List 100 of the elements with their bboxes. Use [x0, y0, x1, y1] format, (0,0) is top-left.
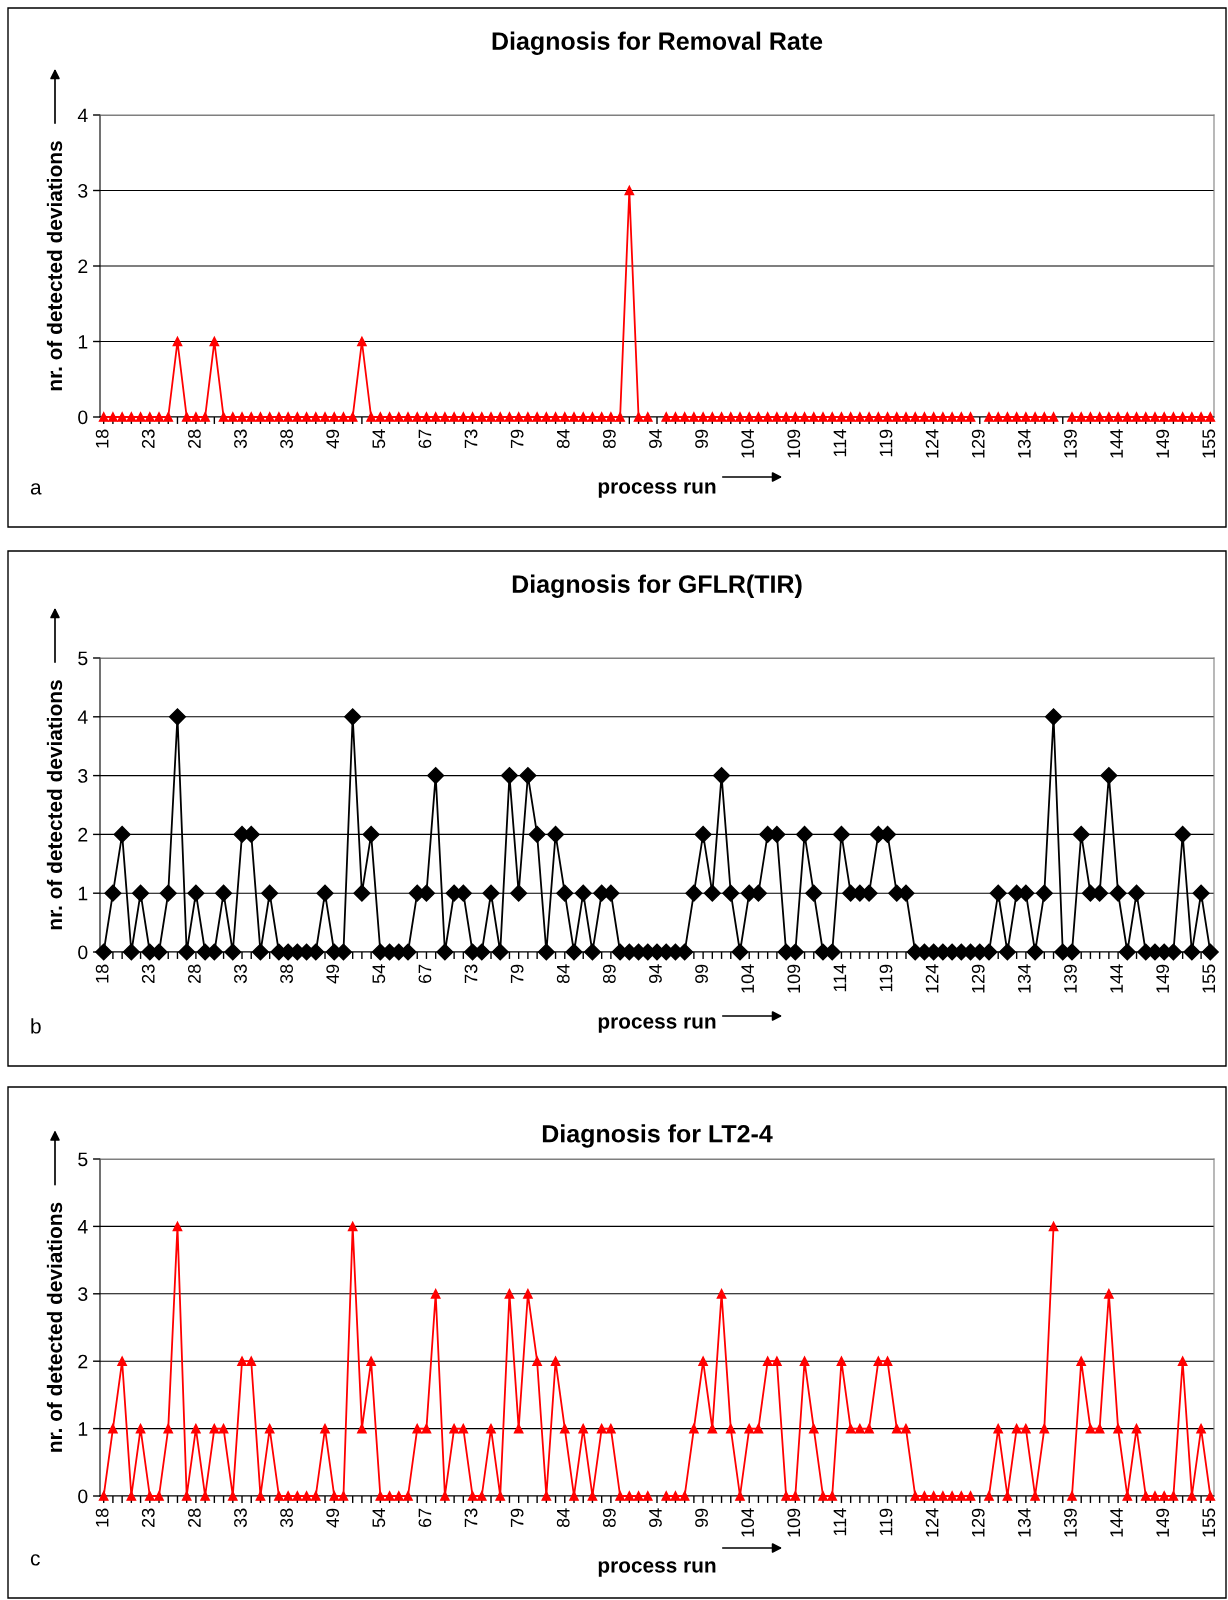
- x-tick-label: 104: [741, 964, 755, 993]
- x-tick-label: 28: [187, 964, 201, 983]
- x-tick-label: 23: [141, 1508, 155, 1527]
- x-tick-label: 38: [280, 429, 293, 449]
- x-tick-label: 94: [649, 1508, 662, 1528]
- y-axis-title: nr. of detected deviations: [46, 1202, 63, 1452]
- x-tick-label: 144: [1110, 964, 1123, 993]
- x-tick-label: 114: [833, 964, 847, 992]
- x-tick-label: 139: [1064, 964, 1077, 993]
- y-tick-label: 3: [78, 183, 88, 198]
- x-tick-label: 38: [280, 1508, 293, 1528]
- y-axis-title: nr. of detected deviations: [46, 680, 63, 930]
- x-tick-label: 79: [510, 429, 524, 448]
- x-tick-label: 155: [1202, 429, 1216, 458]
- y-tick-label: 1: [78, 1422, 88, 1436]
- x-tick-label: 23: [141, 429, 155, 448]
- x-tick-label: 155: [1202, 1508, 1216, 1537]
- x-tick-label: 94: [649, 964, 662, 984]
- y-axis-title: nr. of detected deviations: [46, 141, 63, 391]
- x-tick-label: 129: [971, 964, 985, 993]
- y-tick-label: 5: [78, 1152, 88, 1167]
- y-tick-label: 3: [78, 769, 88, 783]
- x-tick-label: 38: [280, 964, 293, 984]
- y-tick-label: 4: [77, 1220, 88, 1234]
- x-tick-label: 18: [95, 429, 109, 448]
- chart-title: Diagnosis for GFLR(TIR): [512, 574, 802, 599]
- text: a: [30, 483, 42, 495]
- x-tick-label: 49: [326, 429, 340, 449]
- y-tick-label: 0: [78, 1489, 88, 1504]
- x-tick-label: 119: [879, 1508, 893, 1536]
- x-tick-label: 33: [234, 429, 247, 449]
- y-tick-label: 2: [78, 1354, 88, 1369]
- x-tick-label: 119: [879, 429, 893, 457]
- x-tick-label: 109: [787, 429, 801, 458]
- x-tick-label: 28: [187, 429, 201, 448]
- chart-title: Diagnosis for Removal Rate: [492, 31, 823, 56]
- x-tick-label: 124: [925, 1508, 939, 1537]
- x-tick-label: 99: [695, 964, 708, 984]
- x-tick-label: 109: [787, 964, 801, 993]
- x-tick-label: 99: [695, 1508, 708, 1528]
- x-tick-label: 134: [1017, 429, 1031, 458]
- x-tick-label: 134: [1017, 964, 1031, 993]
- x-tick-label: 109: [787, 1508, 801, 1537]
- x-tick-label: 99: [695, 429, 708, 449]
- x-tick-label: 144: [1110, 429, 1123, 458]
- x-axis-title: process run: [598, 1017, 716, 1033]
- y-tick-label: 2: [78, 827, 88, 842]
- y-tick-label: 3: [78, 1287, 88, 1302]
- x-tick-label: 28: [187, 1508, 201, 1527]
- x-tick-label: 18: [95, 964, 109, 983]
- x-tick-label: 104: [741, 1508, 755, 1537]
- y-tick-label: 2: [78, 259, 88, 274]
- x-tick-label: 79: [510, 1508, 524, 1527]
- x-tick-label: 79: [510, 964, 524, 983]
- x-tick-label: 124: [925, 964, 939, 993]
- x-tick-label: 73: [464, 964, 478, 983]
- x-tick-label: 104: [741, 429, 755, 458]
- x-tick-label: 33: [234, 964, 247, 984]
- x-tick-label: 23: [141, 964, 155, 983]
- x-tick-label: 67: [418, 429, 432, 448]
- y-tick-label: 5: [78, 651, 88, 666]
- x-tick-label: 84: [556, 1508, 570, 1528]
- x-tick-label: 89: [602, 429, 616, 449]
- x-tick-label: 139: [1064, 1508, 1077, 1537]
- x-tick-label: 84: [556, 964, 570, 984]
- x-tick-label: 49: [326, 1508, 340, 1528]
- text: c: [30, 1554, 40, 1566]
- x-tick-label: 73: [464, 429, 478, 448]
- x-tick-label: 49: [326, 964, 340, 984]
- x-tick-label: 139: [1064, 429, 1077, 458]
- x-tick-label: 33: [234, 1508, 247, 1528]
- y-tick-label: 0: [78, 410, 88, 425]
- text: b: [31, 1018, 41, 1034]
- y-tick-label: 4: [77, 108, 88, 123]
- x-tick-label: 54: [372, 429, 386, 449]
- x-tick-label: 129: [971, 429, 985, 458]
- x-tick-label: 89: [602, 964, 616, 984]
- x-axis-title: process run: [598, 482, 716, 498]
- x-tick-label: 67: [418, 964, 432, 983]
- x-tick-label: 144: [1110, 1508, 1123, 1537]
- x-tick-label: 149: [1156, 1508, 1170, 1537]
- y-tick-label: 1: [78, 335, 88, 349]
- x-tick-label: 114: [833, 429, 847, 457]
- x-tick-label: 129: [971, 1508, 985, 1537]
- x-tick-label: 149: [1156, 964, 1170, 993]
- x-tick-label: 124: [925, 429, 939, 458]
- x-tick-label: 149: [1156, 429, 1170, 458]
- x-tick-label: 134: [1017, 1508, 1031, 1537]
- x-tick-label: 67: [418, 1508, 432, 1527]
- x-tick-label: 94: [649, 429, 662, 449]
- y-tick-label: 4: [77, 710, 88, 724]
- x-tick-label: 54: [372, 1508, 386, 1528]
- x-tick-label: 119: [879, 964, 893, 992]
- x-axis-title: process run: [598, 1561, 716, 1577]
- x-tick-label: 73: [464, 1508, 478, 1527]
- x-tick-label: 89: [602, 1508, 616, 1528]
- x-tick-label: 114: [833, 1508, 847, 1536]
- x-tick-label: 155: [1202, 964, 1216, 993]
- chart-title: Diagnosis for LT2-4: [542, 1124, 773, 1148]
- y-tick-label: 0: [78, 945, 88, 960]
